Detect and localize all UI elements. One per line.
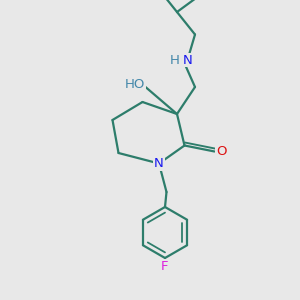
Text: O: O: [216, 145, 226, 158]
Text: N: N: [183, 53, 192, 67]
Text: HO: HO: [125, 77, 145, 91]
Text: N: N: [154, 157, 164, 170]
Text: F: F: [161, 260, 169, 273]
Text: H: H: [170, 53, 179, 67]
